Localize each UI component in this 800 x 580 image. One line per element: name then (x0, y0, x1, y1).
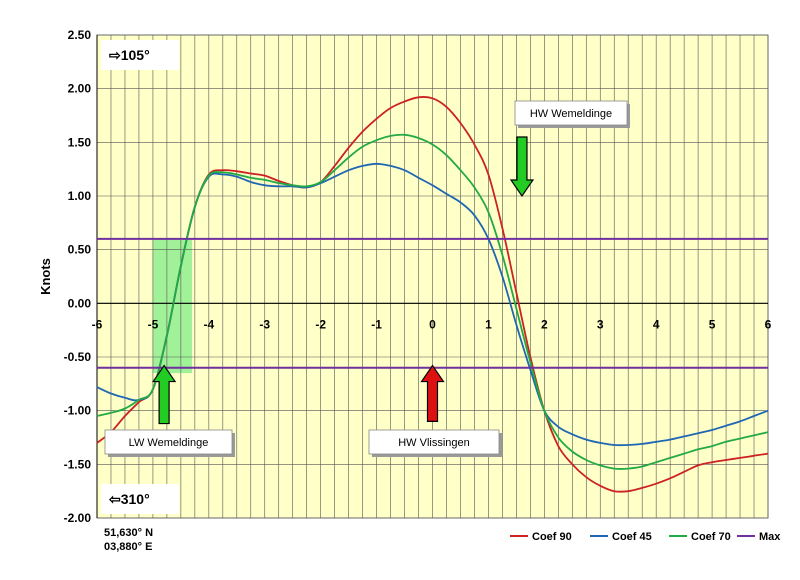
coordinate-line: 03,880° E (104, 541, 152, 553)
series-lines (96, 96, 769, 493)
y-tick-label: -0.50 (64, 350, 92, 364)
y-tick-label: -1.00 (64, 404, 92, 418)
y-tick-label: 0.00 (68, 296, 92, 310)
hw-wemeldinge-box (514, 100, 628, 126)
x-tick-label: 2 (541, 317, 548, 331)
y-tick-label: 0.50 (68, 243, 92, 257)
coordinate-line: 51,630° N (104, 527, 153, 539)
y-tick-label: 2.50 (68, 28, 92, 42)
tick-labels: 2.50 2.00 1.50 1.00 0.50 0.00 -0.50 -1.00 -1.50 -… (64, 28, 772, 525)
lw-wemeldinge-label: LW Wemeldinge (129, 437, 209, 449)
legend-label-max: Max (759, 531, 781, 543)
x-tick-label: 3 (597, 317, 604, 331)
x-tick-label: -6 (92, 317, 103, 331)
x-tick-label: 4 (653, 317, 660, 331)
x-tick-label: -5 (148, 317, 159, 331)
lw-wemeldinge-box (104, 429, 233, 455)
x-tick-label: 0 (429, 317, 436, 331)
hw-vlissingen-box (368, 429, 500, 455)
hw-wemeldinge-arrow (509, 136, 535, 198)
direction-labels: ⇨105° ⇦310° (101, 40, 179, 514)
y-tick-label: 1.50 (68, 135, 92, 149)
dir-flood-box (101, 40, 179, 70)
x-tick-label: -1 (371, 317, 382, 331)
x-tick-label: 6 (765, 317, 772, 331)
coordinates: 51,630° N 03,880° E (104, 527, 153, 553)
lw-wemeldinge-arrow (151, 364, 177, 425)
dir-ebb-label: ⇦310° (108, 491, 150, 507)
y-tick-label: 2.00 (68, 82, 92, 96)
hw-wemeldinge-label: HW Wemeldinge (530, 108, 612, 120)
legend-label-coef-45: Coef 45 (612, 531, 652, 543)
x-tick-label: -4 (203, 317, 214, 331)
hw-vlissingen-label: HW Vlissingen (398, 437, 470, 449)
legend-label-coef-70: Coef 70 (691, 531, 731, 543)
annotations: HW Wemeldinge LW Wemeldinge HW Vlissingen (104, 100, 630, 457)
axes (96, 35, 768, 518)
y-tick-label: 1.00 (68, 189, 92, 203)
legend: Coef 90 Coef 45 Coef 70 Max (510, 531, 781, 543)
series-line-coef-70 (96, 133, 769, 470)
legend-label-coef-90: Coef 90 (532, 531, 572, 543)
dir-ebb-box (101, 484, 179, 514)
y-tick-label: -2.00 (64, 511, 92, 525)
x-tick-label: 1 (485, 317, 492, 331)
dir-flood-label: ⇨105° (109, 47, 150, 63)
x-tick-label: -3 (259, 317, 270, 331)
hw-vlissingen-arrow (420, 364, 445, 422)
y-tick-label: -1.50 (64, 457, 92, 471)
x-tick-label: -2 (315, 317, 326, 331)
x-tick-label: 5 (709, 317, 716, 331)
y-axis-label: Knots (38, 258, 53, 295)
